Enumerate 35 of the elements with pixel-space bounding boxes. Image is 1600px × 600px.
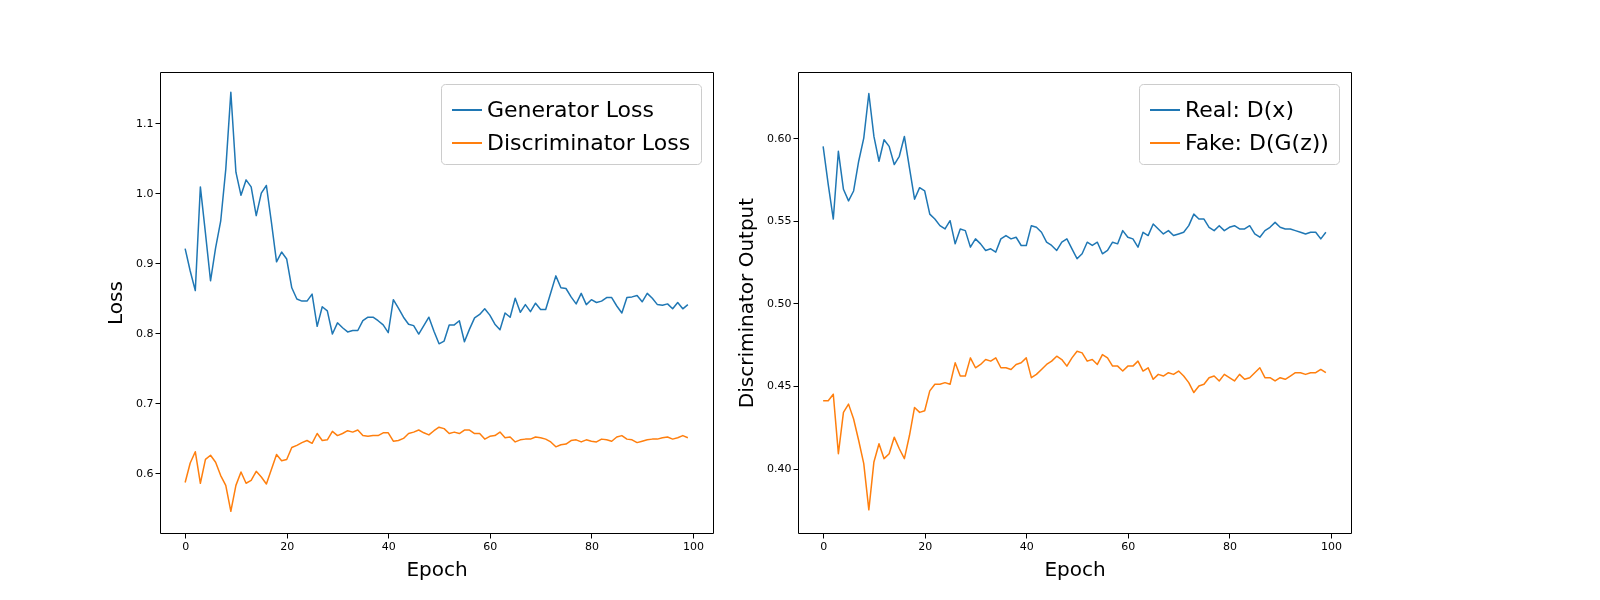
y-tick-label: 0.45 [767, 379, 792, 393]
x-tick-label: 80 [584, 539, 599, 553]
x-tick-label: 20 [280, 539, 295, 553]
x-tick-label: 40 [1019, 539, 1034, 553]
y-tick-label: 1.1 [136, 116, 154, 130]
y-axis-title: Loss [103, 281, 128, 325]
x-tick-label: 100 [682, 539, 704, 553]
x-tick-label: 80 [1222, 539, 1237, 553]
x-tick-label: 0 [820, 539, 828, 553]
y-tick-label: 0.50 [767, 296, 792, 310]
y-tick-label: 0.7 [136, 396, 154, 410]
y-tick-label: 1.0 [136, 186, 154, 200]
x-tick-label: 40 [381, 539, 396, 553]
y-tick-label: 0.60 [767, 131, 792, 145]
legend-label: Fake: D(G(z)) [1185, 130, 1329, 155]
y-tick-label: 0.55 [767, 214, 792, 228]
x-axis-title: Epoch [1044, 556, 1106, 581]
y-axis-title: Discriminator Output [734, 197, 759, 409]
x-axis-title: Epoch [406, 556, 468, 581]
y-tick-label: 0.8 [136, 326, 154, 340]
legend-label: Real: D(x) [1185, 97, 1294, 122]
line-series [822, 92, 1327, 260]
x-tick-label: 60 [483, 539, 498, 553]
legend-label: Discriminator Loss [487, 130, 691, 155]
x-tick-label: 60 [1121, 539, 1136, 553]
line-series [822, 350, 1327, 511]
line-series [184, 91, 689, 345]
x-tick-label: 20 [918, 539, 933, 553]
y-tick-label: 0.9 [136, 256, 154, 270]
x-tick-label: 100 [1320, 539, 1342, 553]
y-tick-label: 0.40 [767, 462, 792, 476]
x-tick-label: 0 [182, 539, 190, 553]
legend-label: Generator Loss [487, 97, 654, 122]
y-tick-label: 0.6 [136, 466, 154, 480]
line-series [184, 426, 689, 513]
